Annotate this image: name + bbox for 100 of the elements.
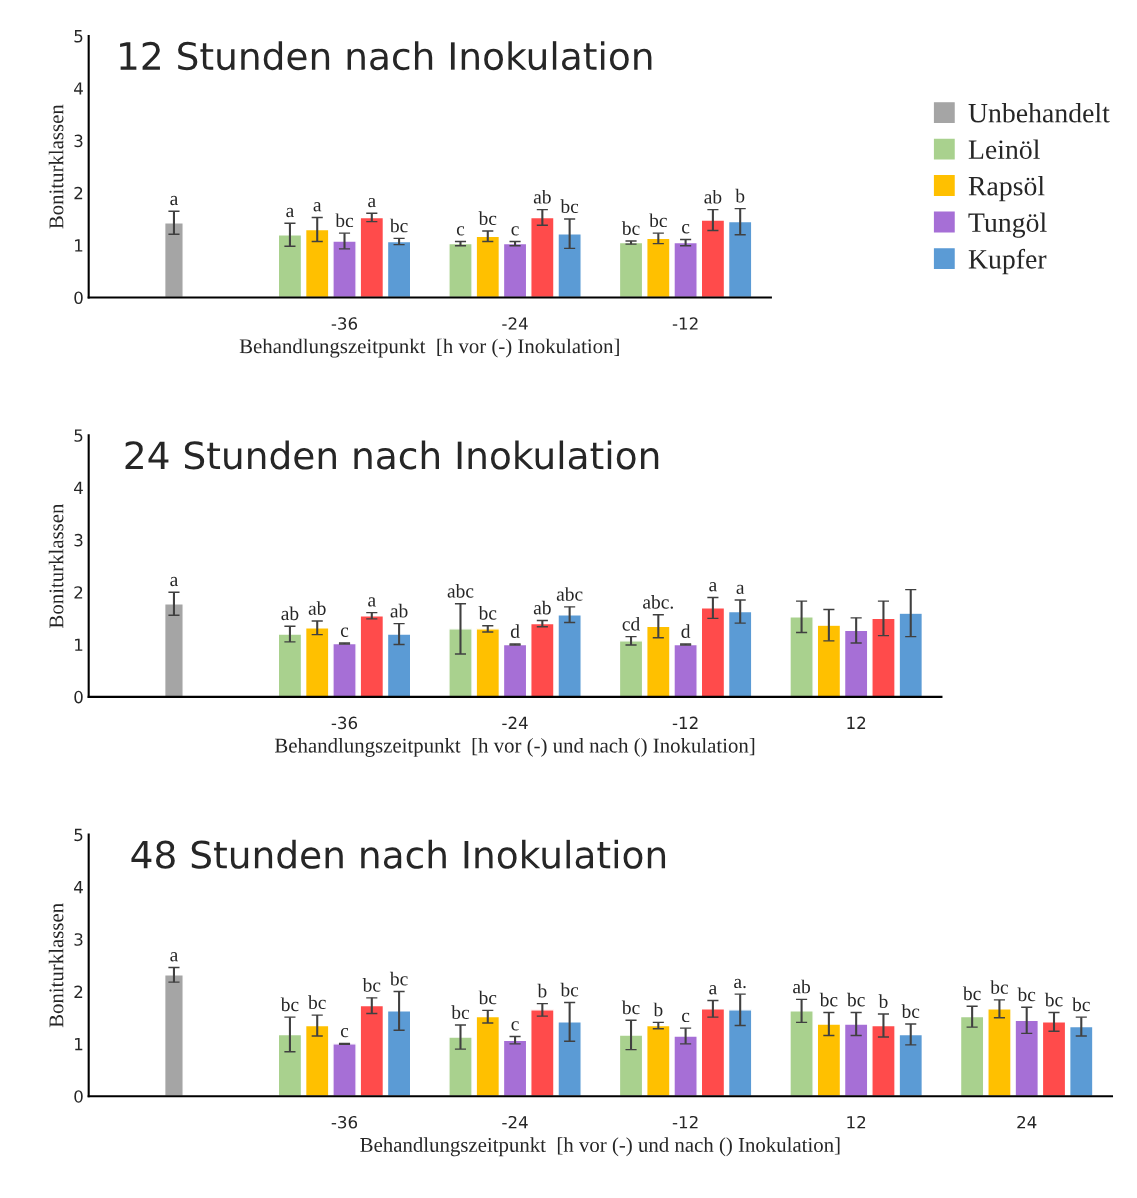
data-label: ab xyxy=(308,601,326,615)
data-label: c xyxy=(682,1012,690,1023)
bar xyxy=(700,1008,726,1097)
data-label: bc xyxy=(362,978,381,992)
legend-label: Rapsöl xyxy=(968,175,1045,202)
bar xyxy=(163,603,184,697)
y-tick-label: 1 xyxy=(75,239,83,252)
bar xyxy=(448,1036,473,1097)
y-tick-label: 4 xyxy=(74,82,83,95)
bar xyxy=(843,629,869,697)
y-tick-label: 2 xyxy=(74,186,83,200)
data-label: bc xyxy=(478,605,497,620)
data-label: a xyxy=(170,195,179,206)
bar xyxy=(987,1008,1012,1097)
bar xyxy=(557,232,582,298)
data-label: bc xyxy=(389,218,408,233)
bar xyxy=(332,642,357,697)
x-tick-label: -12 xyxy=(672,317,698,330)
data-label: a xyxy=(286,207,294,218)
data-label: d xyxy=(510,624,520,638)
bar xyxy=(530,1009,555,1097)
data-label: b xyxy=(878,994,888,1008)
data-label: bc xyxy=(649,213,667,228)
data-label: ab xyxy=(281,606,299,621)
y-tick-label: 2 xyxy=(74,985,83,998)
bar xyxy=(277,1033,303,1097)
bar xyxy=(1014,1019,1040,1097)
y-tick-label: 5 xyxy=(74,429,83,442)
data-label: bc xyxy=(901,1004,920,1018)
y-tick-label: 3 xyxy=(74,134,83,148)
bar xyxy=(727,610,753,697)
legend-label: Unbehandelt xyxy=(968,103,1110,123)
data-label: c xyxy=(682,224,690,234)
bar xyxy=(448,628,473,697)
y-tick-label: 3 xyxy=(74,533,83,547)
bar xyxy=(700,219,726,298)
data-label: abc xyxy=(447,583,474,598)
data-label: bc xyxy=(1072,997,1090,1012)
bar xyxy=(163,222,184,298)
x-axis-title: Behandlungszeitpunkt [h vor (-) und nach () Inokulation] xyxy=(274,737,755,757)
data-label: bc xyxy=(621,1000,640,1015)
data-label: bc xyxy=(335,213,354,228)
y-tick-label: 0 xyxy=(74,291,83,305)
x-axis-title: Behandlungszeitpunkt [h vor (-) Inokulation] xyxy=(239,338,619,358)
bar xyxy=(304,1024,330,1097)
chart-title: 48 Stunden nach Inokulation xyxy=(131,839,666,869)
y-axis-title: Boniturklassen xyxy=(48,903,64,1028)
bar xyxy=(502,1039,528,1097)
data-label: d xyxy=(681,624,691,638)
data-label: ab xyxy=(704,189,722,204)
data-label: a xyxy=(170,952,179,962)
bar xyxy=(618,640,644,697)
bar xyxy=(386,1010,412,1097)
bar xyxy=(959,1015,985,1097)
bar xyxy=(332,240,357,298)
data-label: bc xyxy=(280,997,299,1012)
data-label: ab xyxy=(793,979,811,994)
bar xyxy=(448,242,473,298)
y-tick-label: 0 xyxy=(74,1090,83,1103)
data-label: b xyxy=(537,983,547,998)
x-tick-label: -24 xyxy=(502,1115,528,1129)
bar xyxy=(386,240,412,298)
data-label: bc xyxy=(389,971,408,986)
y-tick-label: 5 xyxy=(74,828,83,842)
x-tick-label: -36 xyxy=(331,317,358,330)
x-tick-label: 12 xyxy=(847,1115,866,1129)
bar xyxy=(530,216,555,298)
data-label: bc xyxy=(451,1005,470,1019)
bar xyxy=(700,607,726,697)
bar xyxy=(475,628,501,697)
bar xyxy=(557,614,582,697)
bar xyxy=(646,237,671,298)
bar xyxy=(673,1035,698,1097)
data-label: bc xyxy=(846,992,865,1007)
data-label: c xyxy=(456,226,465,236)
data-label: bc xyxy=(478,211,497,226)
data-label: bc xyxy=(560,982,579,997)
data-label: abc xyxy=(556,587,583,601)
data-label: a. xyxy=(734,978,746,989)
bar xyxy=(673,643,698,697)
bar xyxy=(871,1024,896,1097)
bar xyxy=(727,1009,753,1097)
bar xyxy=(646,1024,671,1097)
bar xyxy=(816,624,842,697)
bar xyxy=(816,1023,842,1097)
y-tick-label: 5 xyxy=(74,30,83,43)
data-label: bc xyxy=(962,986,981,1001)
bar xyxy=(727,220,753,298)
x-tick-label: -24 xyxy=(502,317,528,330)
y-tick-label: 1 xyxy=(75,1038,83,1051)
data-label: a xyxy=(709,582,717,592)
bar xyxy=(898,1033,924,1097)
x-tick-label: -24 xyxy=(502,716,528,729)
data-label: bc xyxy=(621,221,640,235)
bar xyxy=(557,1021,582,1097)
data-label: bc xyxy=(1044,992,1063,1007)
bar xyxy=(871,617,896,697)
data-label: a xyxy=(170,576,179,587)
bar xyxy=(386,633,412,697)
data-label: b xyxy=(735,188,745,203)
